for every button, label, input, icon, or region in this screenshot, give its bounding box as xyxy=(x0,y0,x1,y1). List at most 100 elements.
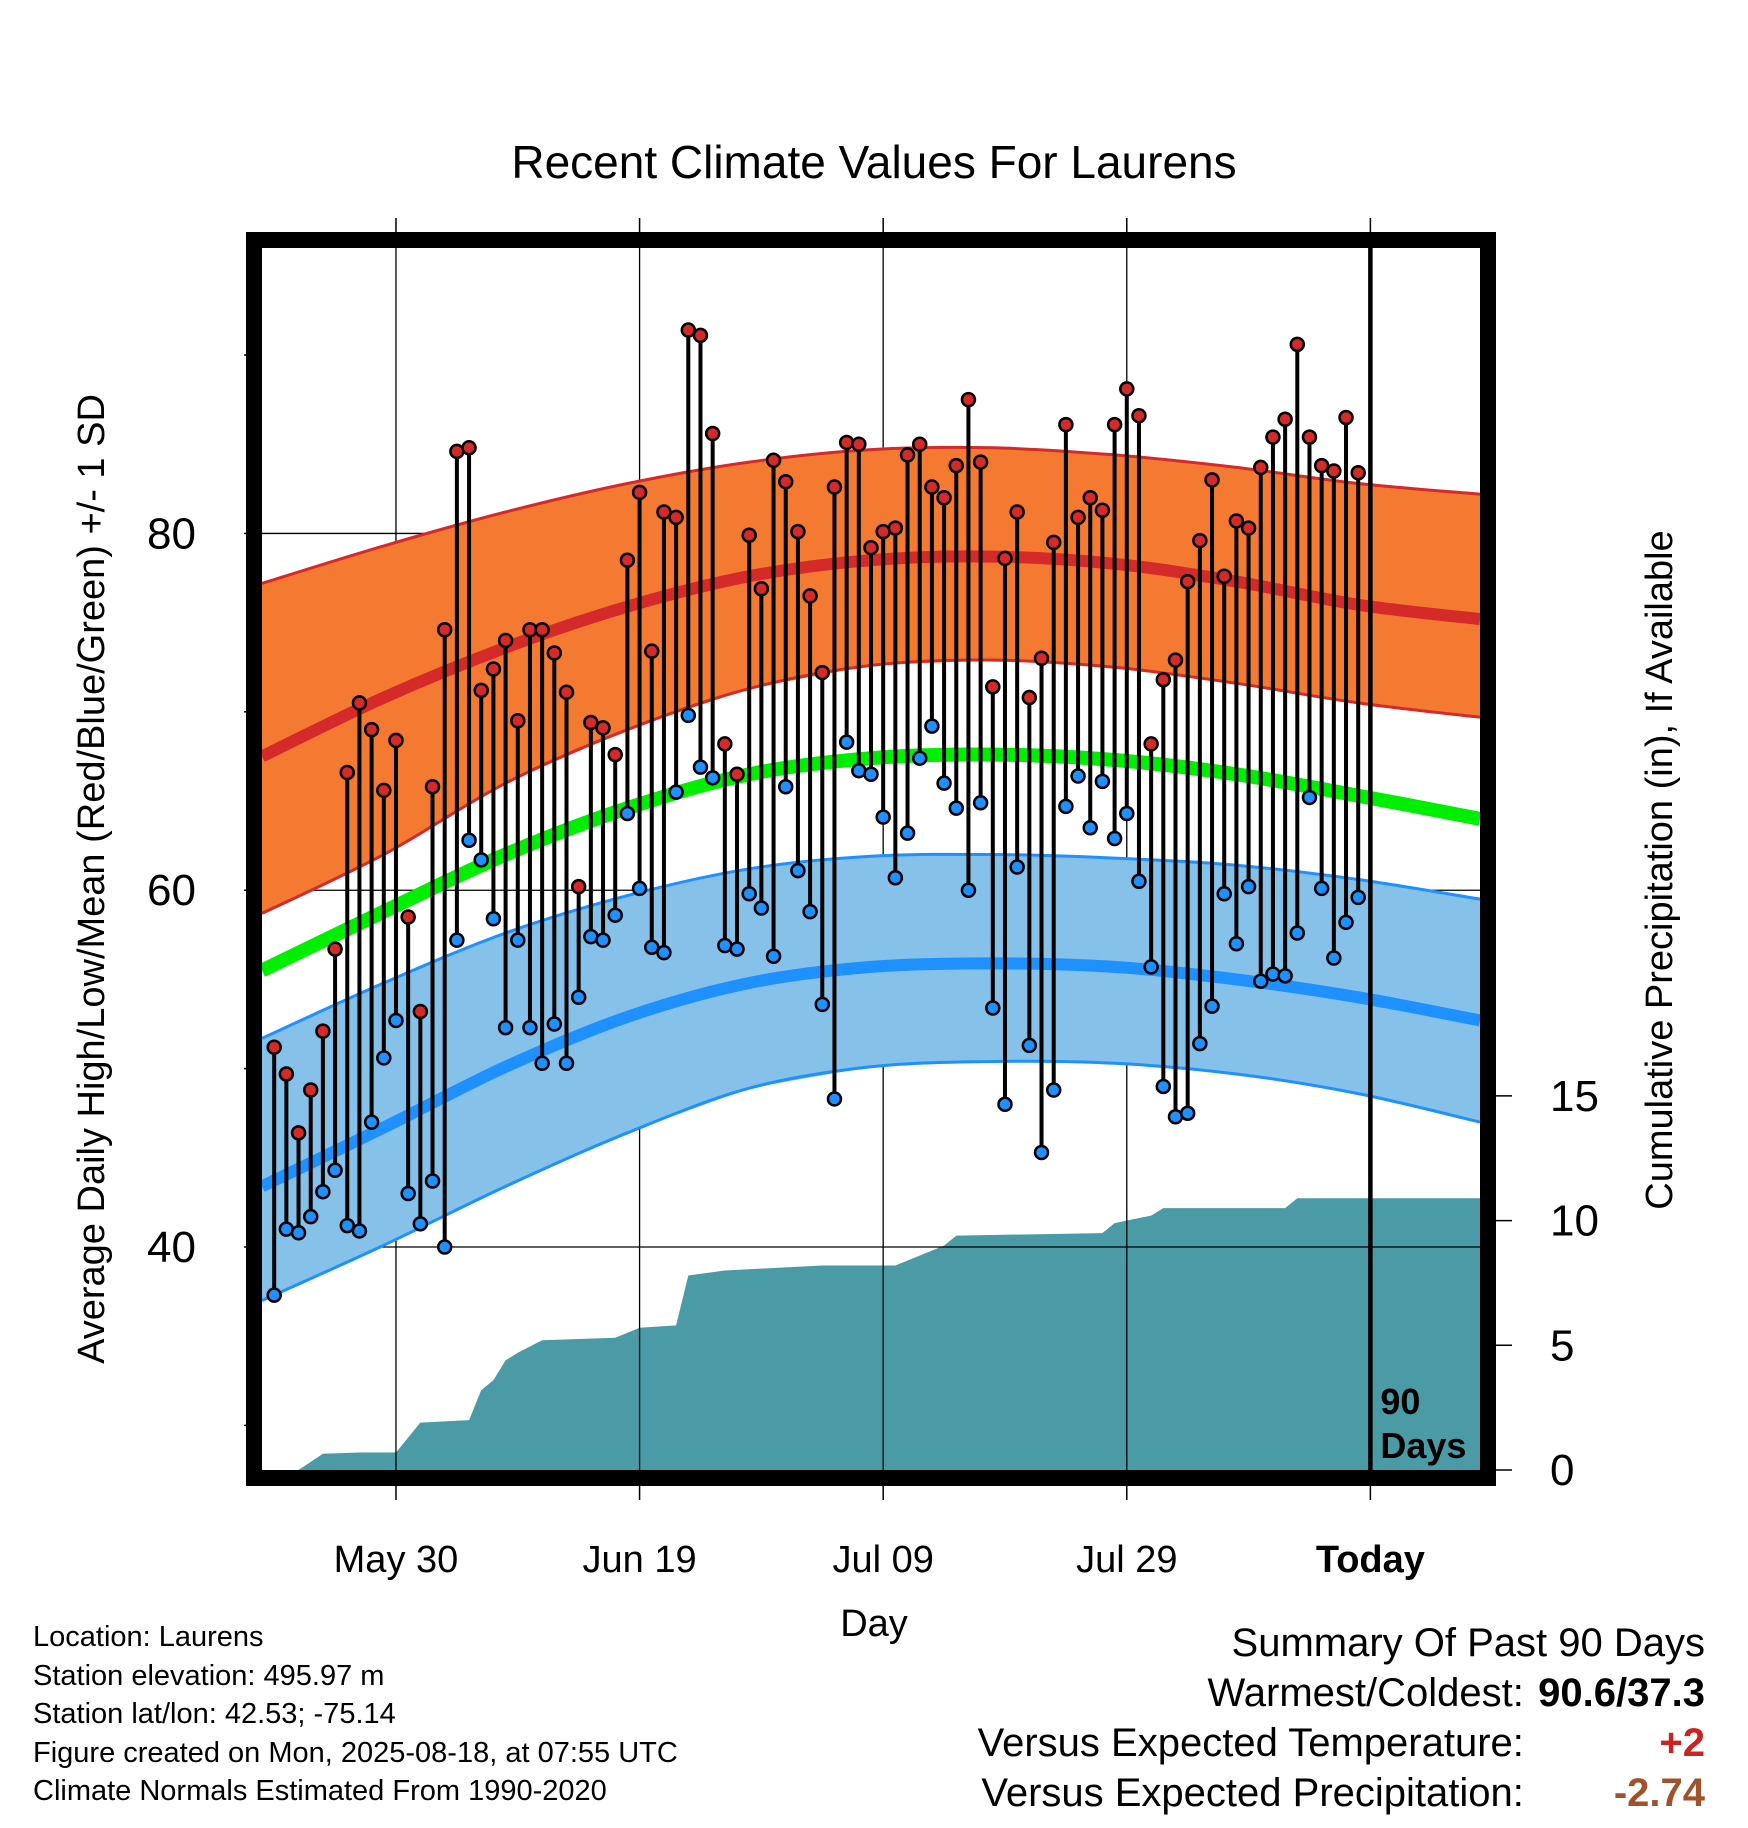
daily-high-point xyxy=(1033,650,1050,667)
daily-low-point xyxy=(1301,789,1318,806)
daily-low-point xyxy=(729,941,745,957)
daily-high-point xyxy=(1326,463,1342,479)
daily-high-point xyxy=(656,504,672,520)
daily-low-point xyxy=(838,734,855,750)
normals-text: Climate Normals Estimated From 1990-2020 xyxy=(33,1775,607,1807)
daily-high-point xyxy=(741,527,757,543)
daily-high-point xyxy=(680,322,697,338)
daily-low-point xyxy=(546,1016,563,1032)
x-tick-label: May 30 xyxy=(334,1539,459,1581)
daily-low-point xyxy=(1009,859,1025,875)
daily-high-point xyxy=(583,714,599,731)
daily-high-point xyxy=(826,479,843,495)
daily-high-point xyxy=(777,473,794,490)
y-axis-label-right: Cumulative Precipitation (in), If Availa… xyxy=(1639,530,1681,1209)
x-tick-label: Today xyxy=(1316,1539,1425,1581)
precip-value: -2.74 xyxy=(1613,1771,1705,1815)
daily-low-point xyxy=(1070,768,1086,784)
daily-low-point xyxy=(863,766,879,783)
precip-label: Versus Expected Precipitation: xyxy=(981,1771,1524,1815)
daily-high-point xyxy=(278,1066,295,1082)
daily-low-point xyxy=(412,1216,429,1232)
daily-low-point xyxy=(473,852,489,868)
daily-low-point xyxy=(436,1239,453,1255)
daily-low-point xyxy=(1155,1078,1172,1095)
daily-high-point xyxy=(461,440,477,456)
daily-low-point xyxy=(619,805,636,822)
daily-low-point xyxy=(302,1208,319,1225)
plot-border xyxy=(246,232,1496,1486)
daily-high-point xyxy=(911,436,928,452)
daily-low-point xyxy=(656,944,672,961)
daily-low-point xyxy=(1277,968,1293,984)
daily-low-point xyxy=(424,1173,441,1189)
daily-low-point xyxy=(948,800,965,816)
daily-high-point xyxy=(1119,381,1135,397)
daily-high-point xyxy=(485,661,502,677)
daily-low-point xyxy=(1082,820,1098,836)
daily-high-point xyxy=(802,588,818,604)
daily-high-point xyxy=(729,766,745,783)
daily-low-point xyxy=(1313,880,1330,897)
daily-low-point xyxy=(1192,1035,1208,1052)
daily-low-point xyxy=(668,784,684,800)
daily-low-point xyxy=(790,862,806,879)
daily-low-point xyxy=(1253,973,1269,989)
warm-cold-label: Warmest/Coldest: xyxy=(1207,1671,1524,1715)
daily-low-point xyxy=(1119,805,1135,822)
daily-high-point xyxy=(546,645,563,661)
daily-low-point xyxy=(1326,950,1342,966)
daily-low-point xyxy=(266,1287,282,1303)
daily-low-point xyxy=(972,795,989,811)
daily-low-point xyxy=(680,707,697,724)
daily-low-point xyxy=(327,1162,343,1179)
daily-low-point xyxy=(449,932,465,948)
daily-low-point xyxy=(997,1096,1013,1113)
daily-low-point xyxy=(1033,1144,1050,1161)
daily-low-point xyxy=(351,1223,368,1239)
daily-high-point xyxy=(436,622,453,638)
daily-low-point xyxy=(644,939,660,956)
y-tick-label: 60 xyxy=(147,866,196,915)
y-tick-label: 40 xyxy=(147,1223,196,1272)
daily-high-point xyxy=(497,632,514,649)
daily-high-point xyxy=(1009,504,1025,520)
daily-low-point xyxy=(875,809,891,825)
daily-high-point xyxy=(1253,459,1269,476)
daily-high-point xyxy=(1058,416,1074,433)
high-sd-band xyxy=(262,447,1480,914)
elevation-text: Station elevation: 495.97 m xyxy=(33,1659,385,1692)
daily-low-point xyxy=(704,770,721,786)
daily-low-point xyxy=(765,948,782,964)
daily-high-point xyxy=(510,712,526,729)
low-lower-edge xyxy=(261,1059,1481,1302)
daily-low-point xyxy=(826,1091,843,1107)
daily-high-point xyxy=(692,327,709,344)
y2-tick-label: 10 xyxy=(1550,1197,1599,1246)
daily-low-point xyxy=(814,996,831,1013)
daily-high-point xyxy=(290,1125,307,1141)
daily-low-point xyxy=(1265,966,1281,982)
daily-high-point xyxy=(814,664,831,681)
daily-low-point xyxy=(497,1019,514,1036)
daily-low-point xyxy=(363,1114,380,1130)
days-annotation-number: 90 xyxy=(1380,1381,1420,1422)
daily-low-point xyxy=(595,932,611,948)
daily-high-point xyxy=(704,425,721,442)
daily-high-point xyxy=(1082,490,1098,506)
daily-high-point xyxy=(644,643,660,659)
daily-high-point xyxy=(765,452,782,469)
daily-high-point xyxy=(1216,568,1232,584)
daily-high-point xyxy=(376,782,392,799)
daily-high-point xyxy=(1240,520,1257,536)
daily-low-point xyxy=(1240,878,1257,895)
daily-low-point xyxy=(1094,773,1111,790)
daily-high-point xyxy=(1045,534,1062,551)
precipitation-fill xyxy=(274,1198,1481,1470)
daily-high-point xyxy=(668,509,684,526)
daily-high-point xyxy=(558,684,575,700)
daily-low-point xyxy=(1179,1105,1196,1121)
daily-high-point xyxy=(1106,416,1123,433)
daily-high-point xyxy=(960,391,977,408)
daily-high-point xyxy=(570,878,587,895)
